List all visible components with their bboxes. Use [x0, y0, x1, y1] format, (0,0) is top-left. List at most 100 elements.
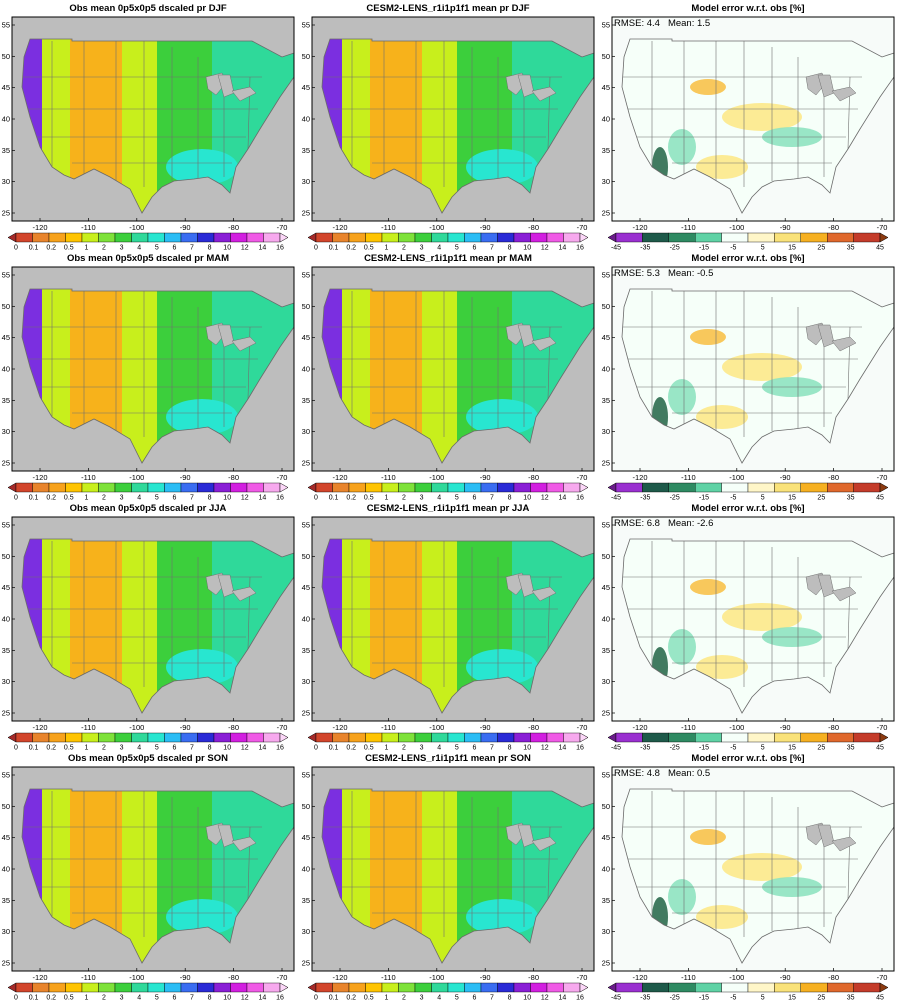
colorbar-label: 4 [437, 495, 441, 502]
lat-tick-label: 45 [2, 333, 10, 342]
colorbar-swatch [398, 232, 416, 243]
colorbar-swatch [164, 232, 182, 243]
colorbar-label: -5 [730, 995, 736, 1000]
lon-tick-label: -80 [528, 223, 539, 232]
colorbar-label: 1 [384, 995, 388, 1000]
colorbar: 0 0.1 0.2 0.5 1 2 3 4 5 6 7 8 10 12 14 16 [7, 982, 289, 1000]
colorbar-label: -35 [640, 995, 650, 1000]
colorbar-swatch [480, 982, 498, 993]
lon-tick-label: -110 [381, 973, 395, 982]
colorbar-swatch [447, 982, 465, 993]
us-outline [21, 788, 295, 964]
colorbar-label: 2 [402, 245, 406, 252]
lon-tick-label: -100 [129, 223, 144, 232]
colorbar-low-arrow [7, 982, 17, 993]
colorbar-label: 0 [314, 245, 318, 252]
colorbar-swatch [497, 232, 515, 243]
colorbar-label: 0.5 [364, 245, 374, 252]
colorbar-label: 0.5 [364, 995, 374, 1000]
colorbar-label: 7 [490, 245, 494, 252]
lon-tick-label: -120 [32, 223, 47, 232]
colorbar-label: 35 [847, 995, 855, 1000]
colorbar-label: 35 [847, 495, 855, 502]
colorbar: 0 0.1 0.2 0.5 1 2 3 4 5 6 7 8 10 12 14 16 [7, 732, 289, 752]
lat-tick-label: 30 [302, 427, 310, 436]
colorbar-label: 16 [276, 995, 284, 1000]
colorbar-swatch [365, 482, 383, 493]
colorbar-swatch [694, 732, 722, 743]
colorbar-label: 35 [847, 745, 855, 752]
colorbar-label: 14 [559, 245, 567, 252]
lat-tick-label: 30 [2, 427, 10, 436]
lat-tick-label: 55 [602, 21, 610, 30]
colorbar-swatch [263, 982, 281, 993]
colorbar-label: 5 [155, 245, 159, 252]
colorbar-label: 5 [761, 495, 765, 502]
colorbar-label: 25 [817, 745, 825, 752]
colorbar-label: -25 [670, 245, 680, 252]
lat-tick-label: 30 [2, 677, 10, 686]
colorbar-swatch [32, 982, 50, 993]
lon-tick-label: -110 [381, 723, 395, 732]
lon-tick-label: -80 [828, 223, 839, 232]
colorbar-label: 14 [559, 745, 567, 752]
colorbar-low-arrow [607, 232, 617, 243]
lat-tick-label: 25 [2, 959, 10, 968]
lon-tick-label: -90 [480, 473, 491, 482]
lon-tick-label: -100 [129, 473, 144, 482]
map-panel-obs-djf: 25 30 35 40 45 50 55 -120 -110 -100 -90 -80 -70 0 0.1 0… [0, 0, 296, 252]
colorbar-low-arrow [307, 982, 317, 993]
colorbar-label: 0.2 [46, 995, 56, 1000]
colorbar-label: 8 [208, 245, 212, 252]
colorbar-swatch [131, 232, 149, 243]
colorbar-label: 12 [241, 245, 249, 252]
colorbar-swatch [800, 982, 828, 993]
colorbar-label: 14 [259, 495, 267, 502]
great-lake [531, 336, 557, 352]
lat-tick-label: 40 [302, 115, 310, 124]
colorbar-label: -5 [730, 245, 736, 252]
colorbar-swatch [98, 732, 116, 743]
colorbar-label: 7 [190, 245, 194, 252]
colorbar-label: 3 [420, 495, 424, 502]
colorbar-swatch [668, 482, 696, 493]
us-outline [321, 538, 595, 714]
colorbar-label: 5 [761, 995, 765, 1000]
colorbar-label: 4 [437, 745, 441, 752]
colorbar-label: 4 [137, 995, 141, 1000]
lon-tick-label: -90 [780, 223, 791, 232]
lon-tick-label: -90 [780, 473, 791, 482]
us-outline [621, 788, 895, 964]
map-panel-model-jja: 25 30 35 40 45 50 55 -120 -110 -100 -90 -80 -70 0 0.1 0… [300, 500, 596, 752]
map-panel-model-djf: 25 30 35 40 45 50 55 -120 -110 -100 -90 -80 -70 0 0.1 0… [300, 0, 596, 252]
lat-tick-label: 30 [602, 427, 610, 436]
colorbar-swatch [497, 732, 515, 743]
lon-tick-label: -70 [877, 723, 888, 732]
colorbar-swatch [32, 732, 50, 743]
colorbar-label: 6 [172, 745, 176, 752]
colorbar-label: 1 [384, 495, 388, 502]
lon-tick-label: -100 [729, 973, 744, 982]
colorbar-swatch [15, 482, 33, 493]
map-panel-model-mam: 25 30 35 40 45 50 55 -120 -110 -100 -90 -80 -70 0 0.1 0… [300, 250, 596, 502]
colorbar-swatch [365, 232, 383, 243]
colorbar-label: 6 [472, 495, 476, 502]
colorbar-label: 2 [102, 245, 106, 252]
colorbar-swatch [694, 232, 722, 243]
lat-tick-label: 55 [302, 771, 310, 780]
panel-title: Model error w.r.t. obs [%] [691, 3, 805, 14]
colorbar: 0 0.1 0.2 0.5 1 2 3 4 5 6 7 8 10 12 14 16 [7, 482, 289, 502]
colorbar-label: 3 [420, 995, 424, 1000]
colorbar-swatch [164, 982, 182, 993]
rmse-mean-stats: RMSE: 4.8 Mean: 0.5 [614, 768, 710, 779]
colorbar-label: 2 [402, 995, 406, 1000]
lat-tick-label: 25 [2, 459, 10, 468]
colorbar: -45 -35 -25 -15 -5 5 15 25 35 45 [607, 732, 889, 752]
lat-tick-label: 50 [602, 52, 610, 61]
colorbar-swatch [642, 732, 670, 743]
colorbar-swatch [414, 732, 432, 743]
colorbar-low-arrow [7, 482, 17, 493]
colorbar-swatch [546, 232, 564, 243]
colorbar-label: 12 [241, 745, 249, 752]
